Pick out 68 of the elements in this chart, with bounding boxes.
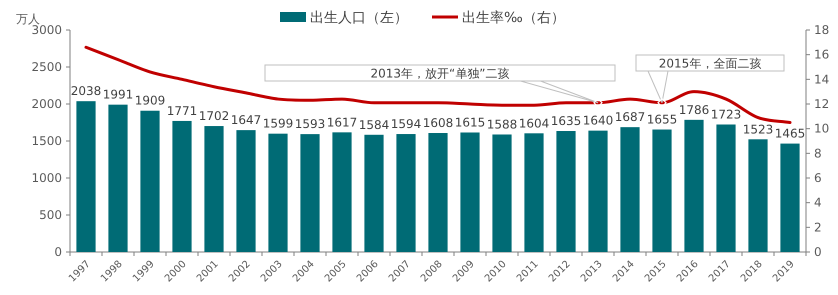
- data-label: 1655: [646, 112, 678, 127]
- bar: [300, 134, 320, 252]
- y2-tick-label: 8: [814, 146, 822, 160]
- data-label: 1523: [742, 122, 774, 136]
- y-tick-label: 2500: [31, 60, 62, 74]
- data-label: 1647: [230, 113, 262, 128]
- data-label: 1991: [102, 88, 134, 102]
- bar: [492, 134, 512, 252]
- bar: [748, 139, 768, 252]
- bar: [556, 131, 576, 252]
- y-tick-label: 0: [54, 245, 62, 259]
- data-label: 1465: [774, 126, 806, 141]
- bar: [588, 130, 608, 252]
- bar: [428, 133, 448, 252]
- bar: [460, 132, 480, 252]
- bar: [396, 134, 416, 252]
- data-label: 1584: [358, 118, 390, 132]
- bar: [652, 130, 672, 252]
- y-tick-label: 3000: [31, 23, 62, 37]
- bar: [108, 104, 128, 252]
- y-axis-title: 万人: [16, 12, 40, 26]
- data-label: 1723: [710, 108, 742, 122]
- legend-label: 出生率‰（右）: [462, 10, 565, 26]
- y-tick-label: 2000: [31, 97, 62, 111]
- y2-tick-label: 12: [814, 97, 830, 111]
- legend-label: 出生人口（左）: [310, 10, 408, 26]
- bar: [620, 127, 640, 252]
- annotation: 2013年，放开“单独”二孩: [370, 66, 510, 80]
- bar: [204, 126, 224, 252]
- data-label: 1599: [262, 116, 294, 131]
- y2-tick-label: 6: [814, 171, 822, 185]
- data-label: 1608: [422, 116, 454, 130]
- data-label: 1617: [326, 115, 358, 130]
- data-label: 1702: [198, 109, 230, 124]
- bar: [364, 134, 384, 252]
- bar: [236, 130, 256, 252]
- y-tick-label: 500: [39, 208, 62, 222]
- bar: [780, 144, 800, 252]
- y-tick-label: 1500: [31, 134, 62, 148]
- data-label: 1909: [134, 94, 166, 108]
- y2-tick-label: 2: [814, 220, 822, 234]
- y2-tick-label: 4: [814, 196, 822, 210]
- data-label: 1687: [614, 110, 646, 124]
- data-label: 2038: [70, 84, 102, 98]
- annotation: 2015年，全面二孩: [658, 56, 762, 70]
- y2-tick-label: 0: [814, 245, 822, 259]
- y2-tick-label: 14: [814, 72, 830, 86]
- bar: [172, 120, 192, 252]
- y2-tick-label: 16: [814, 48, 830, 62]
- bar: [716, 124, 736, 252]
- data-label: 1604: [518, 116, 550, 130]
- bar: [684, 120, 704, 252]
- bar: [268, 134, 288, 252]
- y2-tick-label: 10: [814, 122, 830, 136]
- bar: [524, 133, 544, 252]
- data-label: 1635: [550, 114, 582, 128]
- bar: [332, 132, 352, 252]
- bar: [140, 110, 160, 252]
- data-label: 1615: [454, 115, 486, 130]
- y2-tick-label: 18: [814, 23, 830, 37]
- data-label: 1593: [294, 117, 326, 132]
- data-label: 1594: [390, 117, 422, 132]
- y-tick-label: 1000: [31, 171, 62, 185]
- data-label: 1786: [678, 102, 710, 117]
- data-label: 1640: [582, 114, 614, 128]
- bar: [76, 101, 96, 252]
- data-label: 1771: [166, 104, 198, 118]
- data-label: 1588: [486, 117, 518, 132]
